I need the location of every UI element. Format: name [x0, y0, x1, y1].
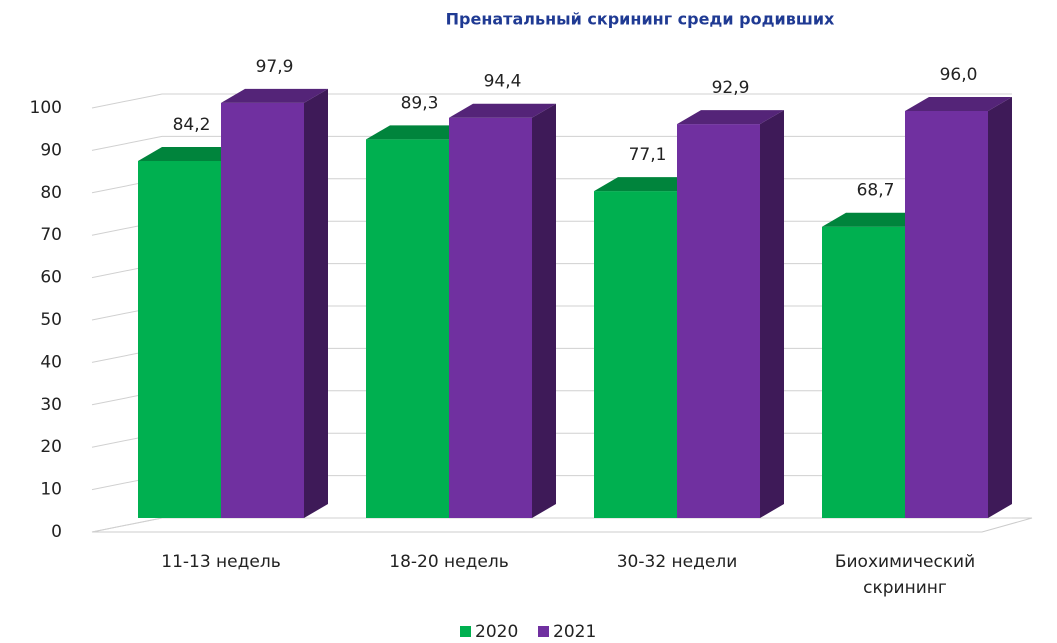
- y-tick-label: 20: [40, 437, 62, 457]
- bar-top: [138, 146, 245, 161]
- bar-top: [221, 88, 328, 103]
- y-tick-label: 80: [40, 183, 62, 203]
- y-tick-label: 100: [30, 98, 62, 118]
- grid-line: [91, 517, 1012, 533]
- x-tick-label: Биохимический скрининг: [834, 552, 976, 598]
- y-tick-label: 10: [40, 480, 62, 500]
- x-tick-label: 11-13 недель: [161, 552, 281, 572]
- value-label: 84,2: [173, 115, 211, 135]
- value-label: 97,9: [256, 57, 294, 77]
- y-tick-label: 60: [40, 268, 62, 288]
- y-tick-label: 90: [40, 140, 62, 160]
- bar: [449, 117, 532, 518]
- x-tick-label: 30-32 недели: [616, 552, 738, 572]
- value-label: 77,1: [629, 145, 667, 165]
- legend-swatch: [460, 626, 471, 637]
- value-label: 92,9: [712, 78, 750, 98]
- x-tick-label: 18-20 недель: [389, 552, 509, 572]
- bar-side: [988, 96, 1012, 519]
- y-tick-label: 40: [40, 352, 62, 372]
- bar-top: [677, 110, 784, 125]
- bar-side: [532, 103, 556, 518]
- bar-top: [905, 96, 1012, 111]
- chart-title: Пренатальный скрининг среди родивших: [446, 10, 835, 29]
- bar: [221, 102, 304, 519]
- legend-label: 2021: [553, 622, 596, 642]
- bar-top: [366, 125, 473, 140]
- bar: [138, 160, 221, 518]
- legend-swatch: [538, 626, 549, 637]
- bar-top: [449, 103, 556, 118]
- value-label: 89,3: [401, 93, 439, 113]
- bar: [677, 124, 760, 518]
- value-label: 96,0: [940, 65, 978, 85]
- bar-top: [594, 177, 701, 192]
- bar: [594, 191, 677, 518]
- y-tick-label: 50: [40, 310, 62, 330]
- floor: [91, 517, 1033, 533]
- bar: [905, 110, 988, 519]
- bar: [366, 139, 449, 519]
- legend-label: 2020: [475, 622, 518, 642]
- y-tick-label: 30: [40, 395, 62, 415]
- grid-line: [91, 93, 1012, 109]
- bar: [822, 226, 905, 518]
- value-label: 94,4: [484, 72, 522, 92]
- y-tick-label: 70: [40, 225, 62, 245]
- bar-side: [304, 88, 328, 519]
- y-tick-label: 0: [51, 522, 62, 542]
- bar-top: [822, 212, 929, 227]
- bar-side: [760, 110, 784, 518]
- value-label: 68,7: [857, 181, 895, 201]
